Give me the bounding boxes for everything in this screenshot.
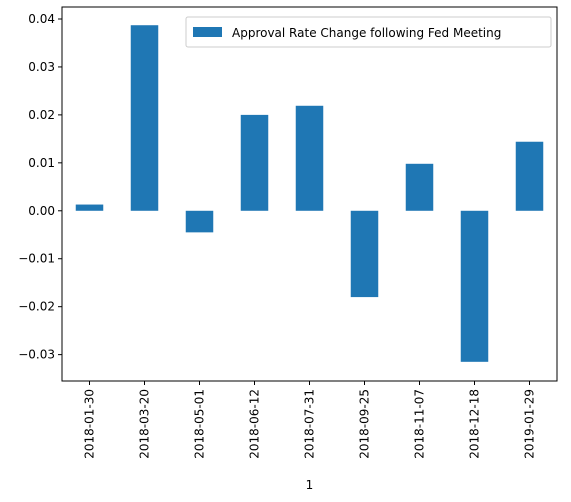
x-axis-label: 1 <box>306 478 314 492</box>
y-tick-label: 0.02 <box>28 108 55 122</box>
legend-swatch <box>193 27 222 37</box>
x-tick-label: 2018-06-12 <box>248 389 262 459</box>
bar-2018-07-31 <box>296 106 324 211</box>
bar-2018-03-20 <box>131 25 159 211</box>
bar-2018-11-07 <box>406 164 434 211</box>
bar-2018-09-25 <box>351 211 379 297</box>
y-axis: −0.03 −0.02 −0.01 0.00 0.01 0.02 0.03 0.04 <box>18 12 62 362</box>
bar-2018-12-18 <box>461 211 489 362</box>
bar-2018-05-01 <box>186 211 214 233</box>
x-tick-label: 2019-01-29 <box>523 389 537 459</box>
bars-group <box>76 25 544 362</box>
y-tick-label: −0.02 <box>18 300 55 314</box>
y-tick-label: 0.03 <box>28 60 55 74</box>
x-tick-label: 2018-05-01 <box>193 389 207 459</box>
x-tick-label: 2018-09-25 <box>358 389 372 459</box>
bar-2018-06-12 <box>241 115 269 211</box>
x-tick-label: 2018-07-31 <box>303 389 317 459</box>
x-tick-label: 2018-03-20 <box>138 389 152 459</box>
x-tick-label: 2018-01-30 <box>83 389 97 459</box>
bar-2019-01-29 <box>516 142 544 211</box>
y-tick-label: 0.00 <box>28 204 55 218</box>
legend: Approval Rate Change following Fed Meeti… <box>186 17 551 47</box>
legend-label: Approval Rate Change following Fed Meeti… <box>232 26 501 40</box>
x-tick-label: 2018-11-07 <box>413 389 427 459</box>
y-tick-label: −0.01 <box>18 252 55 266</box>
y-tick-label: 0.04 <box>28 12 55 26</box>
x-tick-label: 2018-12-18 <box>468 389 482 459</box>
y-tick-label: −0.03 <box>18 348 55 362</box>
bar-2018-01-30 <box>76 205 104 211</box>
x-axis: 2018-01-30 2018-03-20 2018-05-01 2018-06-12… <box>83 381 537 459</box>
y-tick-label: 0.01 <box>28 156 55 170</box>
